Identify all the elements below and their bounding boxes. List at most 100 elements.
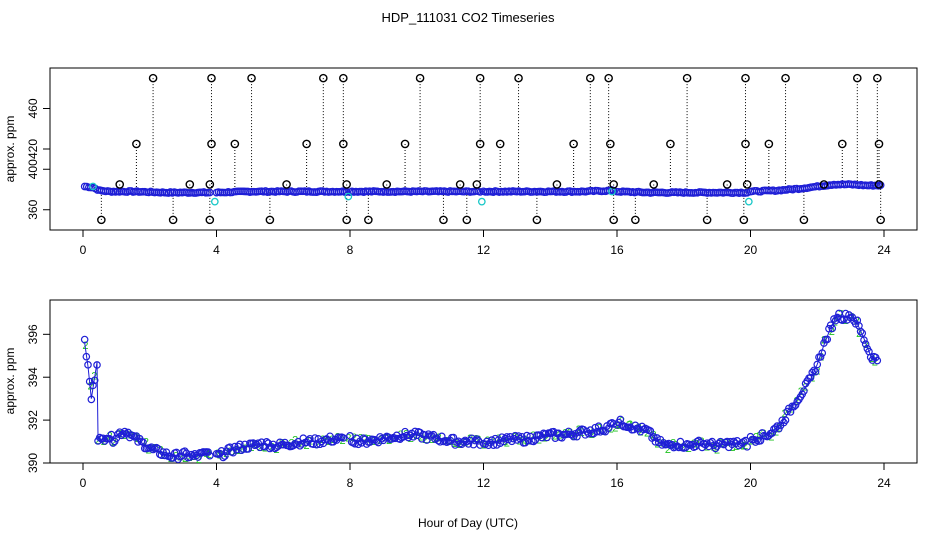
secondary-marker: 2	[457, 439, 463, 451]
co2-point	[751, 438, 760, 446]
outlier-point	[742, 180, 752, 189]
secondary-marker: 2	[714, 445, 720, 457]
co2-point	[584, 429, 593, 438]
secondary-marker: 2	[504, 438, 510, 450]
outlier-point	[342, 180, 351, 189]
secondary-marker: 2	[467, 433, 473, 445]
outlier-point	[400, 139, 410, 149]
outlier-point	[247, 73, 256, 83]
outlier-point	[819, 180, 829, 189]
bottom-y-axis-title: approx. ppm	[3, 348, 17, 415]
co2-point	[306, 434, 314, 443]
outlier-point	[148, 73, 158, 83]
outlier-point	[168, 215, 178, 225]
secondary-marker: 2	[612, 423, 618, 435]
outlier-point	[874, 139, 884, 149]
outlier-point	[455, 180, 465, 189]
x-tick-label: 4	[213, 243, 220, 257]
secondary-marker: 2	[638, 427, 644, 439]
secondary-marker: 2	[95, 435, 101, 447]
co2-point	[811, 367, 820, 376]
x-tick-label: 8	[347, 476, 354, 490]
co2-point	[791, 401, 800, 409]
co2-point	[473, 435, 481, 443]
outlier-point	[631, 215, 640, 225]
co2-point	[568, 430, 576, 439]
y-tick-label: 460	[26, 98, 40, 118]
secondary-marker: 2	[756, 431, 762, 443]
outlier-point	[339, 139, 348, 149]
outlier-point	[302, 139, 311, 149]
secondary-marker: 2	[838, 308, 844, 320]
co2-point	[226, 443, 234, 452]
secondary-marker: 2	[562, 427, 568, 439]
co2-point	[816, 353, 825, 361]
co2-point	[629, 425, 638, 434]
co2-point	[873, 356, 882, 365]
co2-point	[768, 429, 776, 437]
outlier-point	[342, 215, 351, 225]
secondary-marker: 2	[607, 424, 613, 436]
x-tick-label: 12	[477, 243, 491, 257]
co2-point	[743, 443, 751, 451]
outlier-point	[799, 215, 809, 225]
co2-point	[80, 335, 89, 344]
x-tick-label: 16	[610, 243, 624, 257]
secondary-marker: 2	[536, 435, 542, 447]
secondary-marker: 2	[665, 444, 671, 456]
top-plot-box	[49, 67, 918, 231]
co2-point	[221, 452, 229, 460]
co2-point	[82, 352, 91, 361]
co2-point	[708, 437, 716, 446]
co2-point	[861, 340, 870, 348]
co2-point	[471, 436, 479, 445]
outlier-point	[874, 180, 884, 189]
outlier-point	[764, 139, 774, 149]
x-tick-label: 24	[877, 476, 891, 490]
secondary-marker: 2	[680, 441, 686, 453]
co2-point	[204, 448, 212, 456]
co2-point	[523, 431, 531, 440]
secondary-marker: 2	[453, 438, 459, 450]
outlier-point	[339, 73, 348, 83]
co2-point	[806, 373, 815, 382]
y-tick-label: 360	[26, 199, 40, 219]
outlier-point	[586, 73, 595, 83]
x-tick-label: 20	[744, 476, 758, 490]
y-tick-label: 420	[26, 139, 40, 159]
outlier-point	[853, 73, 862, 83]
co2-point	[778, 416, 787, 425]
cyan-point	[344, 192, 353, 201]
secondary-marker: 2	[742, 440, 748, 452]
co2-point	[441, 437, 449, 445]
outlier-point	[722, 180, 732, 189]
co2-point	[649, 433, 658, 441]
outlier-point	[649, 180, 659, 189]
secondary-marker: 2	[351, 432, 357, 444]
outlier-point	[739, 215, 749, 225]
outlier-point	[606, 139, 615, 149]
co2-point	[693, 437, 701, 446]
outlier-point	[472, 180, 482, 189]
y-tick-label: 390	[26, 453, 40, 473]
cyan-point	[477, 197, 486, 206]
secondary-marker: 2	[773, 427, 779, 439]
outlier-point	[609, 215, 618, 225]
secondary-marker: 2	[111, 436, 117, 448]
co2-point	[119, 429, 127, 438]
outlier-point	[185, 180, 195, 189]
co2-point	[256, 443, 264, 452]
co2-point	[89, 381, 97, 390]
y-tick-label: 400	[26, 159, 40, 179]
secondary-marker: 2	[711, 442, 717, 454]
co2-point	[311, 434, 319, 442]
co2-point	[93, 361, 101, 369]
outlier-point	[666, 139, 675, 149]
co2-point	[781, 416, 790, 425]
outlier-point	[514, 73, 523, 83]
secondary-marker: 2	[601, 426, 607, 438]
y-tick-label: 396	[26, 324, 40, 344]
outlier-point	[364, 215, 373, 225]
